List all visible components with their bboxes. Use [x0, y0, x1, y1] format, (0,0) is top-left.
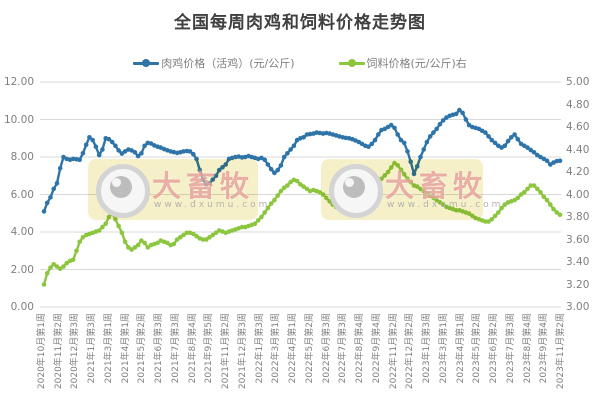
x-axis-tick-label: 2021年9月第5周: [204, 313, 215, 384]
x-axis-tick-label: 2022年9月第4周: [371, 313, 382, 384]
x-axis-tick-label: 2023年6月第2周: [489, 313, 500, 384]
x-axis-tick-label: 2020年10月第1周: [37, 313, 47, 390]
left-axis-tick-label: 12.00: [3, 76, 34, 88]
x-axis-tick-label: 2023年9月第4周: [539, 313, 550, 384]
x-axis-tick-label: 2022年1月第3周: [254, 313, 265, 384]
right-axis-tick-label: 4.40: [566, 143, 590, 156]
right-axis-tick-label: 5.00: [566, 76, 590, 88]
x-axis-tick-label: 2023年8月第4周: [522, 313, 533, 384]
right-axis-tick-label: 3.80: [566, 211, 590, 223]
chart-legend: 肉鸡价格（活鸡）(元/公斤) 饲料价格(元/公斤)右: [0, 55, 600, 71]
x-axis-tick-label: 2021年3月第1周: [103, 313, 114, 384]
x-axis-tick-label: 2021年8月第4周: [187, 313, 198, 384]
watermark-brand-text: 大畜牧: [152, 169, 255, 203]
x-axis-tick-label: 2022年4月第1周: [288, 313, 299, 384]
right-axis-tick-label: 3.40: [566, 256, 590, 268]
watermark-url-text: www.dxumu.com: [387, 200, 504, 210]
watermark-right: 大畜牧 www.dxumu.com: [321, 159, 500, 220]
watermark-left: 大畜牧 www.dxumu.com: [88, 159, 267, 220]
x-axis-tick-label: 2021年1月第3周: [87, 313, 98, 384]
left-axis-tick-label: 10.00: [3, 113, 34, 126]
right-axis-tick-label: 4.60: [566, 121, 590, 133]
x-axis-tick-label: 2023年5月第2周: [472, 313, 483, 384]
feed-series-marker-icon: [338, 59, 365, 67]
x-axis-tick-label: 2022年7月第3周: [338, 313, 349, 384]
x-axis-tick-label: 2020年11月第2周: [53, 313, 64, 390]
left-axis-tick-label: 8.00: [10, 151, 34, 163]
x-axis-tick-label: 2022年8月第4周: [355, 313, 366, 384]
x-axis-tick-label: 2022年3月第1周: [271, 313, 282, 384]
x-axis-tick-label: 2023年3月第1周: [438, 313, 449, 384]
x-axis-tick-label: 2023年7月第3周: [505, 313, 516, 384]
legend-item-feed-price: 饲料价格(元/公斤)右: [338, 55, 467, 71]
right-axis-tick-label: 4.00: [566, 188, 590, 201]
broiler-price-series: [41, 107, 563, 214]
x-axis-tick-label: 2021年7月第3周: [170, 313, 181, 384]
x-axis-tick-label: 2021年12月第3周: [237, 313, 248, 390]
x-axis-tick-label: 2020年12月第3周: [70, 313, 81, 390]
legend-item-broiler-price: 肉鸡价格（活鸡）(元/公斤): [133, 55, 295, 71]
x-axis-tick-label: 2021年11月第2周: [221, 313, 232, 390]
x-axis-tick-label: 2023年4月第1周: [455, 313, 466, 384]
dxumu-logo-icon: [96, 164, 150, 218]
broiler-series-marker-icon: [133, 59, 160, 67]
x-axis-tick-label: 2023年1月第3周: [422, 313, 433, 384]
left-axis-tick-label: 0.00: [10, 301, 34, 313]
x-axis-tick-label: 2022年6月第3周: [321, 313, 332, 384]
x-axis-tick-label: 2021年4月第1周: [120, 313, 131, 384]
chart-title: 全国每周肉鸡和饲料价格走势图: [174, 13, 426, 33]
left-axis-tick-label: 2.00: [10, 263, 34, 276]
dxumu-logo-icon: [329, 164, 383, 218]
left-axis-tick-label: 6.00: [10, 188, 34, 201]
watermark-url-text: www.dxumu.com: [154, 200, 271, 210]
x-axis-tick-label: 2023年11月第2周: [556, 313, 566, 390]
right-axis-tick-label: 3.00: [566, 301, 590, 313]
right-axis-tick-label: 3.60: [566, 233, 590, 246]
left-axis-tick-label: 4.00: [10, 226, 34, 238]
x-axis-tick-label: 2022年11月第2周: [388, 313, 399, 390]
x-axis-tick-label: 2021年6月第3周: [154, 313, 165, 384]
right-axis-tick-label: 3.20: [566, 278, 590, 291]
x-axis-tick-label: 2022年12月第2周: [405, 313, 416, 390]
legend-label-broiler: 肉鸡价格（活鸡）(元/公斤): [161, 57, 295, 70]
legend-label-feed: 饲料价格(元/公斤)右: [366, 57, 467, 70]
x-axis-tick-label: 2022年5月第2周: [304, 313, 315, 384]
x-axis-tick-label: 2021年5月第2周: [137, 313, 148, 384]
right-axis-tick-label: 4.20: [566, 166, 590, 178]
watermark-brand-text: 大畜牧: [385, 169, 488, 203]
right-axis-tick-label: 4.80: [566, 98, 590, 111]
